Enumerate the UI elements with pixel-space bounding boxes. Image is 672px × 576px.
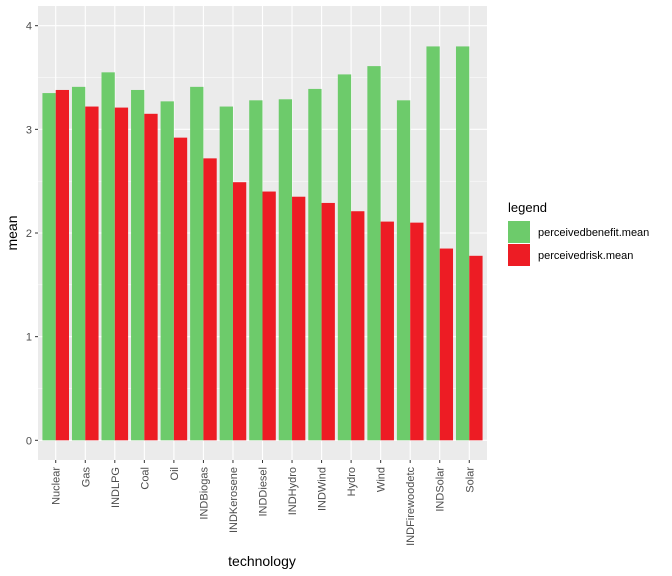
legend-label: perceivedbenefit.mean [538, 227, 649, 239]
x-tick-label: INDDiesel [258, 467, 270, 517]
legend-label: perceivedrisk.mean [538, 250, 633, 262]
x-tick-label: Nuclear [51, 467, 63, 505]
bar-risk [55, 89, 70, 441]
bar-benefit [131, 89, 145, 441]
x-tick-label: INDSolar [435, 467, 447, 512]
bar-benefit [160, 101, 174, 441]
x-tick-label: INDLPG [110, 467, 122, 508]
legend-title: legend [508, 200, 547, 215]
bar-benefit [249, 100, 263, 441]
x-tick-label: INDHydro [287, 467, 299, 515]
legend-key-benefit [508, 221, 530, 243]
x-tick-label: Gas [80, 467, 92, 488]
bar-risk [351, 211, 365, 441]
x-axis: Nuclear Gas INDLPG Coal Oil INDBiogas INDKeros… [51, 460, 476, 546]
bar-benefit [308, 88, 322, 441]
bar-benefit [396, 100, 411, 441]
x-axis-title: technology [228, 553, 296, 569]
bar-benefit [42, 93, 56, 441]
y-tick-label: 2 [26, 228, 32, 240]
y-axis: 0 1 2 3 4 [26, 21, 38, 447]
bar-benefit [278, 99, 293, 441]
bar-benefit [190, 86, 204, 441]
y-tick-label: 1 [26, 332, 32, 344]
bar-benefit [455, 46, 470, 441]
bar-risk [410, 222, 424, 441]
bar-risk [114, 107, 129, 441]
x-tick-label: INDBiogas [198, 467, 210, 520]
bar-risk [380, 221, 394, 441]
bar-benefit [337, 74, 352, 441]
bar-benefit [426, 46, 440, 441]
x-tick-label: Coal [139, 467, 151, 490]
x-tick-label: INDFirewoodetc [405, 467, 417, 546]
y-tick-label: 0 [26, 435, 32, 447]
x-tick-label: INDKerosene [228, 467, 240, 533]
x-tick-label: Wind [376, 467, 388, 492]
bar-risk [439, 248, 454, 441]
legend: legend perceivedbenefit.mean perceivedris… [508, 200, 649, 266]
bar-risk [203, 158, 217, 441]
x-tick-label: Hydro [346, 467, 358, 496]
bars [42, 46, 483, 441]
bar-benefit [367, 66, 381, 441]
x-tick-label: Oil [169, 467, 181, 480]
bar-risk [232, 182, 247, 441]
bar-benefit [101, 72, 115, 441]
bar-risk [321, 202, 335, 441]
bar-risk [469, 255, 483, 441]
bar-risk [85, 106, 99, 441]
y-tick-label: 3 [26, 124, 32, 136]
bar-risk [292, 196, 306, 441]
bar-risk [144, 113, 158, 441]
bar-risk [262, 191, 276, 441]
bar-risk [173, 137, 188, 441]
y-axis-title: mean [4, 215, 20, 250]
x-tick-label: INDWind [317, 467, 329, 511]
y-tick-label: 4 [26, 21, 32, 33]
legend-key-risk [508, 244, 530, 266]
bar-benefit [219, 106, 233, 441]
bar-benefit [71, 86, 86, 441]
x-tick-label: Solar [464, 467, 476, 493]
